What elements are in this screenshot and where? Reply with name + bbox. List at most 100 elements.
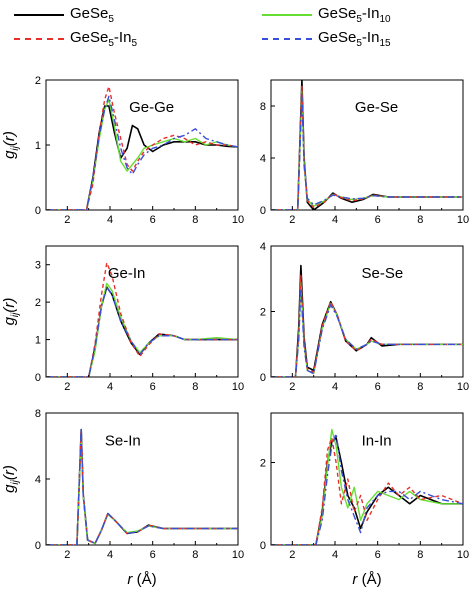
x-tick-label: 8 (417, 549, 423, 561)
plot-frame (45, 245, 239, 378)
series-line (271, 432, 463, 545)
x-tick-label: 4 (107, 214, 113, 226)
series-line (271, 287, 463, 377)
y-tick-label: 4 (260, 153, 266, 165)
panel-label: Ge-Ge (129, 99, 174, 116)
x-tick-label: 6 (375, 214, 381, 226)
series-line (271, 437, 463, 545)
x-tick-label: 10 (457, 214, 469, 226)
y-tick-label: 2 (35, 75, 41, 87)
y-axis-title-main: g (1, 484, 18, 493)
x-tick-label: 8 (192, 381, 198, 393)
x-tick-label: 8 (192, 549, 198, 561)
x-tick-label: 2 (289, 381, 295, 393)
panel-ge-ge: 2 4 6 8 10 0 1 2 Ge-Ge (35, 75, 244, 226)
series-line (46, 286, 238, 377)
y-tick-label: 2 (260, 307, 266, 319)
x-tick-label: 2 (289, 549, 295, 561)
y-tick-label: 2 (35, 297, 41, 309)
legend-label-part: -In (361, 5, 380, 22)
panel-label: Se-Se (362, 265, 404, 282)
x-tick-label: 10 (457, 549, 469, 561)
series-group (271, 428, 463, 545)
series-line (271, 94, 463, 210)
legend-label-part: 5 (356, 38, 362, 49)
series-line (46, 286, 238, 377)
x-tick-label: 10 (232, 381, 244, 393)
x-tick-label: 2 (289, 214, 295, 226)
legend-label-part: GeSe (70, 5, 109, 22)
series-group (271, 264, 463, 377)
y-tick-label: 0 (260, 540, 266, 552)
x-tick-label: 6 (150, 549, 156, 561)
legend-label-part: 5 (131, 38, 137, 49)
x-tick-label: 8 (192, 214, 198, 226)
series-line (271, 436, 463, 545)
series-group (46, 85, 238, 210)
plot-frame (45, 412, 239, 546)
y-axis-title-paren: (r) (1, 131, 18, 146)
legend-label: GeSe5 (70, 5, 114, 25)
series-group (46, 262, 238, 377)
legend-line-swatch (262, 38, 312, 40)
series-line (46, 95, 238, 210)
x-tick-label: 10 (457, 381, 469, 393)
legend-label: GeSe5-In10 (318, 5, 391, 25)
x-tick-label: 10 (232, 549, 244, 561)
y-tick-label: 0 (35, 372, 41, 384)
x-axis-title-var: r (352, 571, 358, 588)
series-line (271, 84, 463, 210)
legend-item: GeSe5-In15 (262, 28, 391, 50)
x-tick-label: 2 (64, 381, 70, 393)
x-axis-title-unit: (Å) (357, 571, 381, 588)
panel-in-in: 2 4 6 8 10 0 2 In-In (260, 412, 469, 561)
panel-se-in: 2 4 6 8 10 0 4 8 Se-In (35, 408, 244, 561)
legend-item: GeSe5 (14, 4, 114, 26)
series-line (46, 262, 238, 377)
series-line (271, 274, 463, 377)
x-tick-label: 6 (150, 381, 156, 393)
series-line (46, 282, 238, 377)
panel-label: In-In (362, 432, 392, 449)
panel-se-se: 2 4 6 8 10 0 2 4 Se-Se (260, 241, 469, 393)
y-tick-label: 8 (35, 408, 41, 420)
x-tick-label: 4 (107, 381, 113, 393)
x-tick-label: 2 (64, 214, 70, 226)
x-axis-title: r (Å) (352, 571, 381, 588)
series-line (46, 428, 238, 545)
x-axis-title-unit: (Å) (132, 571, 156, 588)
panel-ge-in: 2 4 6 8 10 0 1 2 3 Ge-In (35, 245, 244, 393)
y-axis-title-sub: ij (10, 145, 21, 150)
plot-frame (270, 79, 464, 211)
legend-label: GeSe5-In15 (318, 29, 391, 49)
x-tick-label: 6 (150, 214, 156, 226)
panel-ge-se: 2 4 6 8 10 0 4 8 Ge-Se (260, 79, 469, 226)
y-axis-title: gij(r) (1, 465, 21, 493)
x-tick-label: 8 (417, 381, 423, 393)
y-tick-label: 0 (260, 205, 266, 217)
x-tick-label: 6 (375, 549, 381, 561)
y-axis-title-sub: ij (10, 479, 21, 484)
legend-line-swatch (14, 14, 64, 16)
y-tick-label: 0 (35, 205, 41, 217)
legend-label-part: 5 (108, 14, 114, 25)
x-tick-label: 2 (64, 549, 70, 561)
y-axis-title-main: g (1, 316, 18, 325)
x-tick-label: 4 (332, 381, 338, 393)
y-tick-label: 0 (35, 540, 41, 552)
legend-label-part: 5 (356, 14, 362, 25)
x-tick-label: 4 (107, 549, 113, 561)
x-tick-label: 8 (417, 214, 423, 226)
legend-line-swatch (262, 14, 312, 16)
series-line (46, 427, 238, 545)
legend-label-part: GeSe (318, 29, 357, 46)
panel-label: Ge-Se (355, 99, 398, 116)
y-axis-title-main: g (1, 150, 18, 159)
legend-label-part: 15 (379, 38, 391, 49)
legend-item: GeSe5-In5 (14, 28, 137, 50)
legend-label: GeSe5-In5 (70, 29, 137, 49)
x-axis-title-var: r (127, 571, 133, 588)
panel-label: Se-In (105, 432, 141, 449)
series-group (271, 80, 463, 210)
